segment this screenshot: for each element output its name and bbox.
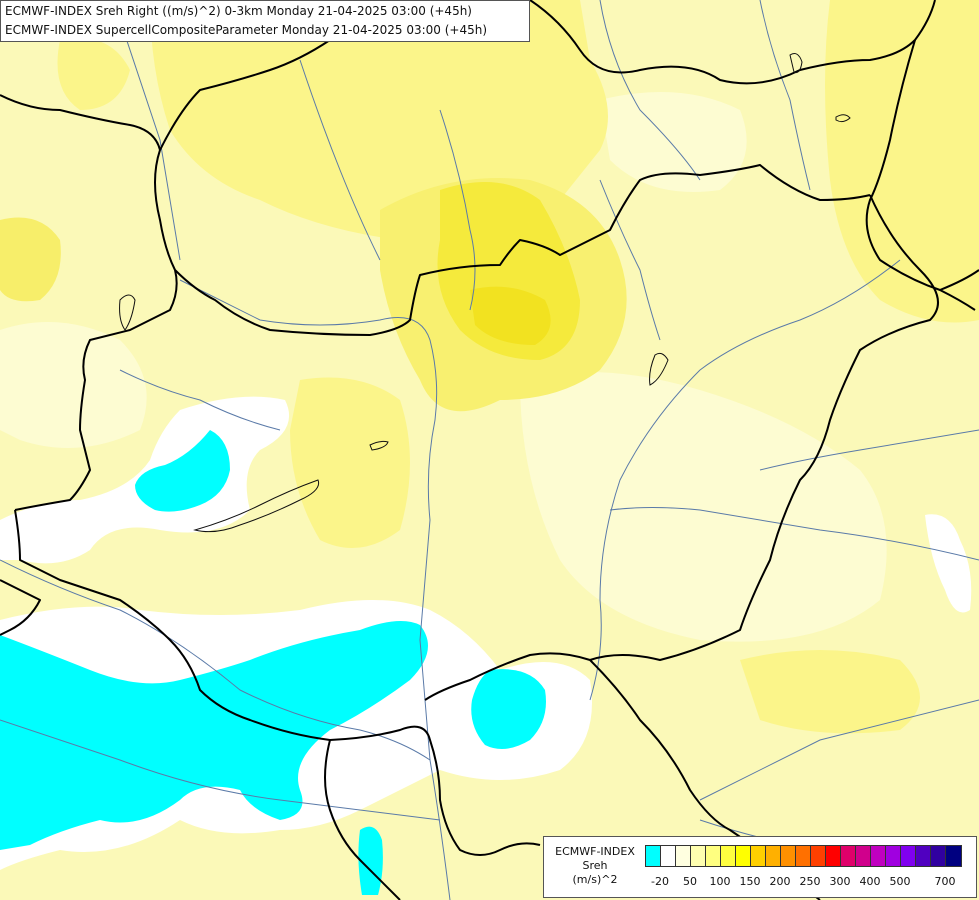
field-yellow-nw-blob — [0, 217, 61, 302]
legend-swatch — [871, 846, 886, 866]
field-white-east-strip — [925, 514, 972, 613]
legend-swatch — [751, 846, 766, 866]
field-yellow-southcentre — [290, 377, 410, 548]
river-raba — [119, 369, 281, 431]
legend-tick: 250 — [799, 875, 821, 888]
border-hungary-serbia — [424, 652, 591, 701]
field-yellow-nw — [57, 38, 130, 110]
legend-swatch — [736, 846, 751, 866]
river-sava — [0, 719, 441, 821]
field-cyan-west — [135, 430, 230, 512]
lake-ne-1 — [789, 53, 803, 73]
border-hungary-romania — [589, 194, 939, 661]
border-romania-ukraine — [939, 289, 976, 311]
legend-parameter: Sreh — [582, 859, 608, 872]
border-austria-czech — [0, 94, 176, 271]
legend-tick: 500 — [889, 875, 911, 888]
border-slovakia-hungary — [174, 164, 871, 336]
lake-balaton — [193, 479, 320, 533]
lake-velence — [369, 440, 389, 451]
legend-swatch — [676, 846, 691, 866]
legend-tick: 700 — [934, 875, 956, 888]
legend-swatch — [721, 846, 736, 866]
legend-swatch — [691, 846, 706, 866]
river-hron — [439, 109, 476, 311]
legend-swatch — [781, 846, 796, 866]
legend-unit: (m/s)^2 — [572, 873, 618, 886]
legend-tick: 300 — [829, 875, 851, 888]
river-drava — [0, 559, 431, 761]
legend-swatch — [856, 846, 871, 866]
legend-color-bar — [645, 845, 962, 867]
legend-swatch — [841, 846, 856, 866]
title-line-sreh: ECMWF-INDEX Sreh Right ((m/s)^2) 0-3km M… — [5, 4, 472, 18]
legend-swatch — [811, 846, 826, 866]
legend-swatch — [796, 846, 811, 866]
legend-swatch — [916, 846, 931, 866]
field-cyan-south — [0, 621, 428, 850]
legend-tick: 100 — [709, 875, 731, 888]
legend-tick: 50 — [683, 875, 697, 888]
legend-tick: 150 — [739, 875, 761, 888]
legend-tick: -20 — [651, 875, 669, 888]
legend-swatch — [661, 846, 676, 866]
map-title-box: ECMWF-INDEX Sreh Right ((m/s)^2) 0-3km M… — [0, 0, 530, 42]
title-line-scp: ECMWF-INDEX SupercellCompositeParameter … — [5, 23, 488, 37]
river-danube — [179, 279, 451, 900]
legend-swatch — [766, 846, 781, 866]
field-orange-spot — [470, 286, 551, 345]
field-yellow-ne — [825, 0, 979, 323]
legend-source: ECMWF-INDEX — [555, 845, 635, 858]
field-cyan-south-east — [471, 669, 546, 749]
river-mures — [609, 507, 979, 561]
color-legend: ECMWF-INDEX Sreh (m/s)^2 -20 50 100 150 200 2… — [543, 836, 977, 898]
field-pale-west — [0, 322, 147, 448]
river-north-1 — [599, 0, 701, 181]
lake-tisza — [649, 352, 669, 386]
river-sajo — [599, 179, 661, 341]
river-timis — [699, 699, 979, 801]
legend-swatch — [646, 846, 661, 866]
legend-tick-labels: -20 50 100 150 200 250 300 400 500 700 — [644, 875, 974, 889]
border-hungary-croatia — [14, 509, 541, 856]
river-north-2 — [759, 0, 811, 191]
river-vah — [299, 59, 381, 261]
border-slovenia-croatia — [0, 579, 41, 636]
border-croatia-bosnia — [324, 739, 401, 900]
river-koros — [759, 429, 979, 471]
legend-swatch — [901, 846, 916, 866]
border-hungary-austria — [14, 269, 178, 511]
field-pale-ne — [600, 92, 747, 192]
field-yellow-se — [740, 650, 920, 734]
lake-neusiedl — [119, 294, 136, 331]
legend-swatch — [826, 846, 841, 866]
legend-swatch — [706, 846, 721, 866]
river-tisza — [589, 259, 901, 701]
field-pale-east — [520, 372, 887, 642]
legend-swatch — [931, 846, 946, 866]
lake-ne-2 — [835, 114, 851, 123]
river-morava — [119, 19, 181, 261]
legend-label: ECMWF-INDEX Sreh (m/s)^2 — [550, 845, 640, 887]
border-slovakia-poland — [529, 0, 936, 85]
legend-tick: 400 — [859, 875, 881, 888]
legend-swatch — [886, 846, 901, 866]
legend-swatch — [946, 846, 961, 866]
legend-tick: 200 — [769, 875, 791, 888]
